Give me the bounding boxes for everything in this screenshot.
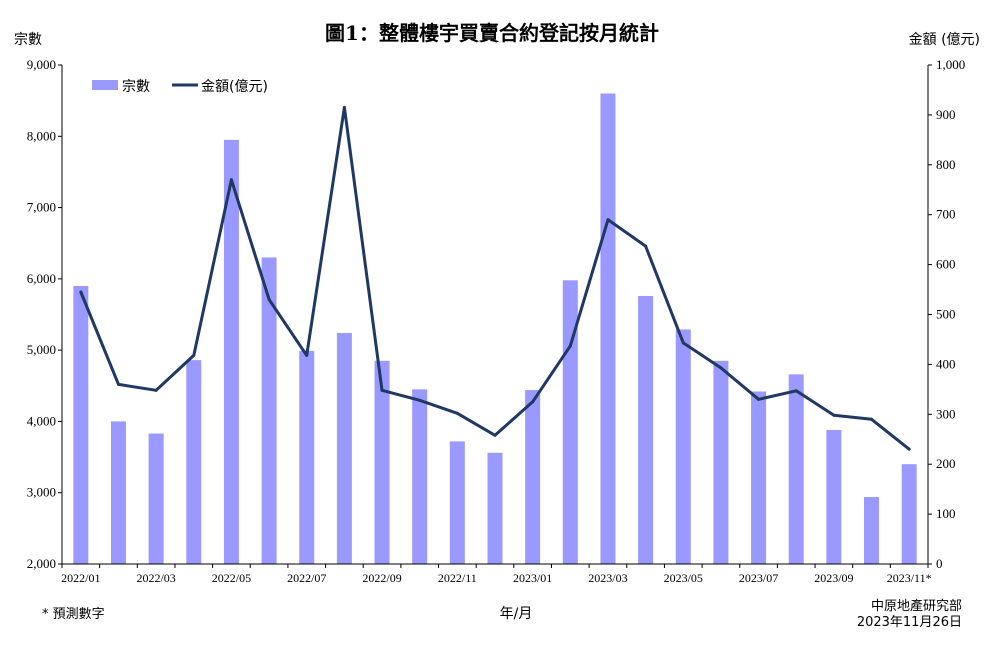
bar-2023/05 — [675, 329, 691, 564]
bar-2022/03 — [148, 433, 164, 564]
y-left-tick-label: 9,000 — [27, 57, 56, 72]
line-point-2022/04 — [192, 353, 196, 357]
bar-2022/04 — [186, 360, 202, 564]
x-axis-title: 年/月 — [500, 606, 533, 622]
x-tick-label: 2023/07 — [739, 571, 778, 585]
y-right-tick-label: 100 — [936, 506, 956, 521]
y-right-tick-label: 0 — [936, 556, 943, 571]
y-right-tick-label: 1,000 — [936, 57, 965, 72]
footnote: * 預測數字 — [42, 607, 105, 622]
line-point-2023/03 — [606, 218, 610, 222]
line-point-2022/12 — [493, 433, 497, 437]
legend: 宗數 金額(億元) — [92, 79, 268, 95]
plot-area: 2,000 3,000 4,000 5,000 6,000 7,000 8,000 9,000… — [27, 57, 966, 585]
y-right-tick-label: 400 — [936, 356, 956, 371]
x-tick-label: 2022/01 — [61, 571, 100, 585]
y-left-tick-label: 2,000 — [27, 556, 56, 571]
bar-2023/06 — [713, 360, 729, 564]
y-left-axis-title: 宗數 — [14, 32, 42, 48]
bar-2022/09 — [374, 360, 390, 564]
y-right-tick-label: 300 — [936, 406, 956, 421]
y-right-tick-label: 800 — [936, 157, 956, 172]
bar-2023/02 — [562, 280, 578, 564]
x-tick-label: 2022/03 — [136, 571, 175, 585]
line-point-2023/05 — [681, 341, 685, 345]
y-left-tick-label: 4,000 — [27, 413, 56, 428]
bar-2023/09 — [826, 429, 842, 564]
line-point-2022/08 — [342, 105, 346, 109]
line-point-2023/01 — [531, 400, 535, 404]
bar-2023/01 — [525, 390, 541, 564]
line-point-2022/02 — [116, 382, 120, 386]
bar-2023/04 — [638, 295, 654, 564]
bar-2022/02 — [110, 421, 126, 564]
y-right-tick-label: 200 — [936, 456, 956, 471]
line-point-2022/01 — [79, 290, 83, 294]
y-left-tick-label: 3,000 — [27, 485, 56, 500]
bar-2022/07 — [299, 350, 315, 564]
x-tick-label: 2022/09 — [362, 571, 401, 585]
bar-2022/11 — [449, 441, 465, 564]
line-point-2022/03 — [154, 388, 158, 392]
line-point-2022/06 — [267, 298, 271, 302]
bar-2023/11* — [901, 464, 917, 564]
line-point-2023/08 — [794, 389, 798, 393]
y-right-tick-label: 500 — [936, 307, 956, 322]
line-point-2023/10 — [870, 417, 874, 421]
bar-2023/08 — [788, 374, 804, 564]
x-tick-label: 2022/11 — [438, 571, 477, 585]
y-left-tick-label: 8,000 — [27, 128, 56, 143]
bar-2022/12 — [487, 452, 503, 564]
bar-2022/05 — [223, 139, 239, 564]
line-point-2022/09 — [380, 388, 384, 392]
bar-2022/10 — [412, 389, 428, 564]
y-right-tick-label: 700 — [936, 207, 956, 222]
bar-2023/07 — [751, 391, 767, 564]
line-point-2023/09 — [832, 413, 836, 417]
line-point-2023/11* — [907, 447, 911, 451]
line-point-2022/11 — [455, 411, 459, 415]
line-point-2022/05 — [229, 178, 233, 182]
bar-2022/01 — [73, 285, 89, 564]
y-right-axis-title: 金額 (億元) — [909, 32, 980, 48]
y-left-tick-label: 5,000 — [27, 342, 56, 357]
legend-bar-swatch — [92, 80, 118, 90]
legend-bar-label: 宗數 — [122, 79, 150, 95]
source-line-2: 2023年11月26日 — [857, 615, 962, 630]
x-tick-label: 2023/01 — [513, 571, 552, 585]
chart-title: 圖1：整體樓宇買賣合約登記按月統計 — [325, 21, 659, 45]
line-point-2023/07 — [757, 397, 761, 401]
x-tick-label: 2023/03 — [588, 571, 627, 585]
line-series-amount — [79, 105, 911, 451]
x-tick-label: 2023/09 — [814, 571, 853, 585]
line-point-2023/02 — [568, 344, 572, 348]
x-tick-label: 2023/11* — [887, 571, 932, 585]
line-point-2023/06 — [719, 366, 723, 370]
x-tick-label: 2022/05 — [212, 571, 251, 585]
legend-line-label: 金額(億元) — [201, 79, 268, 95]
x-tick-label: 2022/07 — [287, 571, 326, 585]
line-point-2022/10 — [418, 398, 422, 402]
x-tick-label: 2023/05 — [664, 571, 703, 585]
bar-2023/03 — [600, 93, 616, 564]
bar-2023/10 — [864, 496, 880, 564]
y-right-tick-label: 900 — [936, 107, 956, 122]
y-left-tick-label: 7,000 — [27, 200, 56, 215]
bar-2022/06 — [261, 257, 277, 564]
line-point-2023/04 — [644, 244, 648, 248]
source-line-1: 中原地產研究部 — [871, 598, 962, 614]
y-left-tick-label: 6,000 — [27, 271, 56, 286]
bar-2022/08 — [336, 333, 352, 564]
line-point-2022/07 — [305, 353, 309, 357]
y-right-tick-label: 600 — [936, 257, 956, 272]
